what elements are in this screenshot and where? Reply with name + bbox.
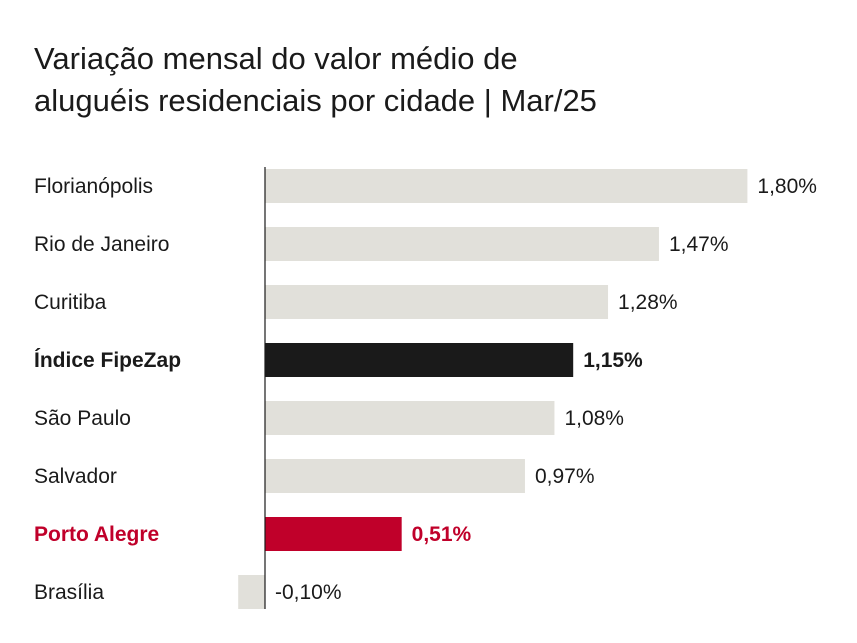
- category-label-porto-alegre: Porto Alegre: [34, 523, 159, 546]
- value-label-florianopolis: 1,80%: [757, 175, 817, 198]
- bar-brasilia: [238, 575, 265, 609]
- bar-salvador: [265, 459, 525, 493]
- category-label-salvador: Salvador: [34, 465, 117, 488]
- value-label-salvador: 0,97%: [535, 465, 595, 488]
- value-label-brasilia: -0,10%: [275, 581, 342, 604]
- chart-title: Variação mensal do valor médio de alugué…: [34, 38, 834, 122]
- category-label-florianopolis: Florianópolis: [34, 175, 153, 198]
- value-label-rio-de-janeiro: 1,47%: [669, 233, 729, 256]
- bar-curitiba: [265, 285, 609, 319]
- value-label-curitiba: 1,28%: [618, 291, 678, 314]
- category-label-sao-paulo: São Paulo: [34, 407, 131, 430]
- bar-florianopolis: [265, 169, 748, 203]
- value-label-indice-fipezap: 1,15%: [583, 349, 643, 372]
- bar-sao-paulo: [265, 401, 555, 435]
- bar-porto-alegre: [265, 517, 402, 551]
- category-label-indice-fipezap: Índice FipeZap: [34, 349, 181, 372]
- value-label-sao-paulo: 1,08%: [564, 407, 624, 430]
- bar-indice-fipezap: [265, 343, 574, 377]
- chart-title-line-2: aluguéis residenciais por cidade | Mar/2…: [34, 83, 597, 118]
- category-label-rio-de-janeiro: Rio de Janeiro: [34, 233, 169, 256]
- value-label-porto-alegre: 0,51%: [412, 523, 472, 546]
- category-label-curitiba: Curitiba: [34, 291, 107, 314]
- category-label-brasilia: Brasília: [34, 581, 104, 604]
- chart-title-line-1: Variação mensal do valor médio de: [34, 41, 518, 76]
- bar-rio-de-janeiro: [265, 227, 659, 261]
